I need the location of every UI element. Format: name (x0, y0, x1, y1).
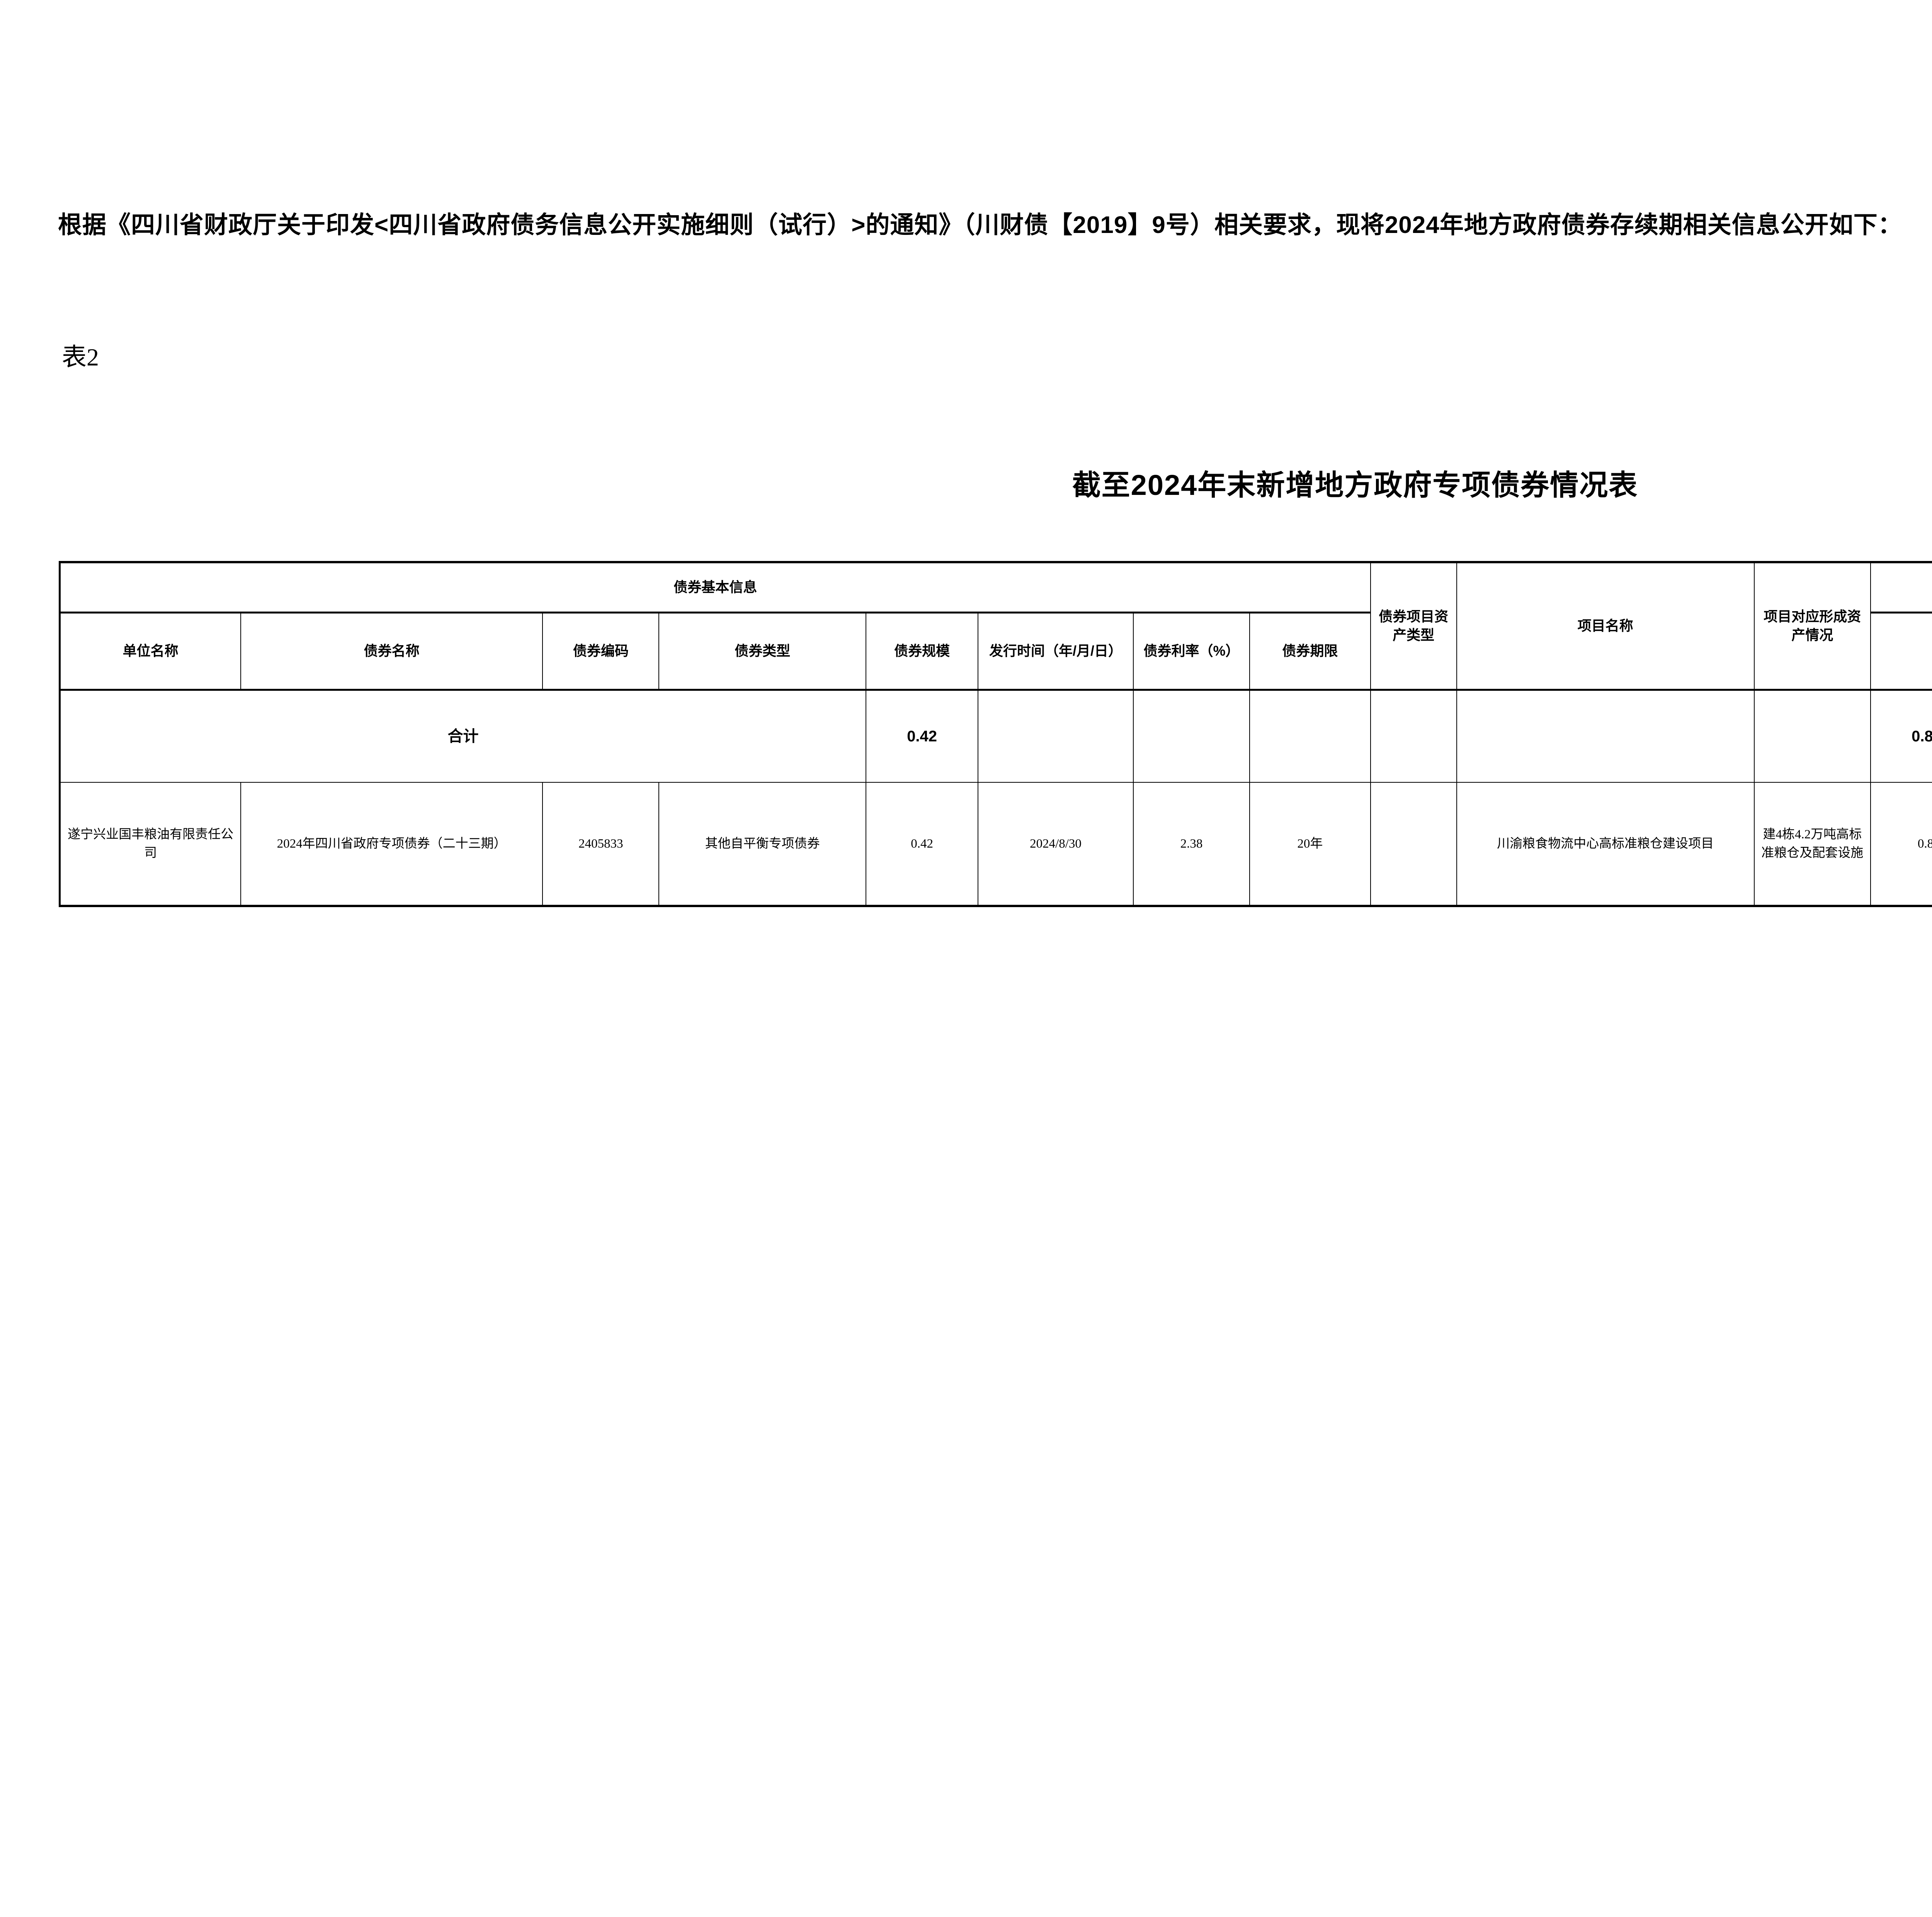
cell-total-asset-formation (1753, 689, 1871, 783)
header-bond-scale: 债券规模 (866, 612, 979, 691)
cell-project-asset-formation: 建4栋4.2万吨高标准粮仓及配套设施 (1753, 782, 1871, 906)
bond-table: 债券基本信息 债券项目资产类型 项目名称 项目对应形成资产情况 债券项目总投资 … (59, 561, 1932, 907)
cell-total-bond-rate (1133, 689, 1250, 783)
page-title: 截至2024年末新增地方政府专项债券情况表 (1072, 469, 1638, 501)
cell-total-bond-term (1249, 689, 1371, 783)
header-bond-project-total-investment: 债券项目总投资 (1870, 562, 1932, 614)
cell-unit-name: 遂宁兴业国丰粮油有限责任公司 (59, 782, 242, 906)
cell-total-label: 合计 (59, 689, 867, 783)
header-bond-project-asset-type: 债券项目资产类型 (1370, 562, 1457, 691)
cell-total-project-total-investment: 0.8552 (1870, 689, 1932, 783)
cell-project-total-investment: 0.8552 (1870, 782, 1932, 906)
header-bond-code: 债券编码 (542, 612, 660, 691)
header-total-investment-value (1870, 612, 1932, 691)
header-unit-name: 单位名称 (59, 612, 242, 691)
table-header-row-sub: 单位名称 债券名称 债券编码 债券类型 债券规模 发行时间（年/月/日） 债券利… (59, 612, 1932, 691)
intro-paragraph: 根据《四川省财政厅关于印发<四川省政府债务信息公开实施细则（试行）>的通知》（川… (58, 212, 1902, 238)
cell-bond-project-asset-type (1370, 782, 1457, 906)
cell-bond-name: 2024年四川省政府专项债券（二十三期） (240, 782, 543, 906)
header-bond-rate: 债券利率（%） (1133, 612, 1250, 691)
cell-total-bond-scale: 0.42 (866, 689, 979, 783)
table-header-row-group: 债券基本信息 债券项目资产类型 项目名称 项目对应形成资产情况 债券项目总投资 … (59, 562, 1932, 691)
cell-issue-date: 2024/8/30 (978, 782, 1134, 906)
cell-bond-term: 20年 (1249, 782, 1371, 906)
cell-bond-type: 其他自平衡专项债券 (658, 782, 867, 906)
table-row-total: 合计 0.42 0.8552 0.42 0.3246 0.3148 (59, 689, 1932, 783)
cell-total-issue-date (978, 689, 1134, 783)
header-bond-name: 债券名称 (240, 612, 543, 691)
header-bond-type: 债券类型 (658, 612, 867, 691)
table-row: 遂宁兴业国丰粮油有限责任公司 2024年四川省政府专项债券（二十三期） 2405… (59, 782, 1932, 906)
cell-project-name: 川渝粮食物流中心高标准粮仓建设项目 (1456, 782, 1755, 906)
cell-bond-rate: 2.38 (1133, 782, 1250, 906)
header-project-asset-formation: 项目对应形成资产情况 (1753, 562, 1871, 691)
header-project-name: 项目名称 (1456, 562, 1755, 691)
cell-bond-scale: 0.42 (866, 782, 979, 906)
table-label: 表2 (62, 343, 99, 371)
header-issue-date: 发行时间（年/月/日） (978, 612, 1134, 691)
cell-total-project-name (1456, 689, 1755, 783)
header-bond-term: 债券期限 (1249, 612, 1371, 691)
cell-bond-code: 2405833 (542, 782, 660, 906)
cell-total-asset-type (1370, 689, 1457, 783)
bond-table-container: 债券基本信息 债券项目资产类型 项目名称 项目对应形成资产情况 债券项目总投资 … (59, 561, 1932, 907)
header-bond-basic-info: 债券基本信息 (59, 562, 1371, 614)
